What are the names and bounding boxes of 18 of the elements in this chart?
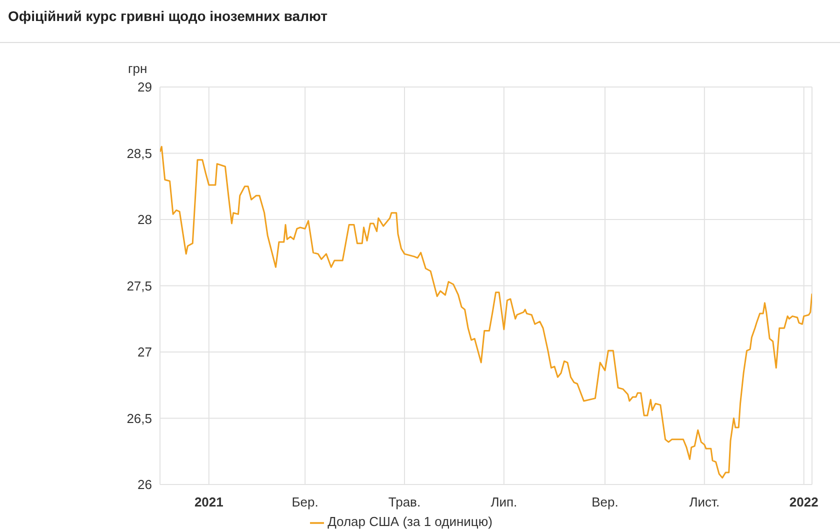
y-axis-title: грн: [128, 61, 148, 76]
y-tick-label: 28,5: [126, 146, 152, 161]
x-tick-label: Вер.: [592, 494, 618, 510]
x-tick-label: Трав.: [388, 494, 421, 510]
y-tick-label: 28: [138, 212, 152, 228]
legend-label: Долар США (за 1 одиницю): [328, 514, 492, 530]
x-tick-label: 2022: [789, 494, 818, 510]
y-tick-label: 27,5: [126, 278, 152, 294]
y-tick-label: 29: [138, 80, 152, 95]
x-tick-label: Бер.: [292, 494, 318, 510]
chart-title: Офіційний курс гривні щодо іноземних валют: [8, 8, 328, 24]
y-tick-label: 26,5: [126, 410, 152, 426]
y-tick-label: 26: [138, 477, 152, 492]
x-tick-label: Лип.: [490, 494, 518, 510]
y-tick-label: 27: [138, 344, 152, 360]
x-tick-label: Лист.: [689, 494, 720, 510]
x-tick-label: 2021: [194, 494, 224, 510]
line-series: [160, 146, 812, 479]
